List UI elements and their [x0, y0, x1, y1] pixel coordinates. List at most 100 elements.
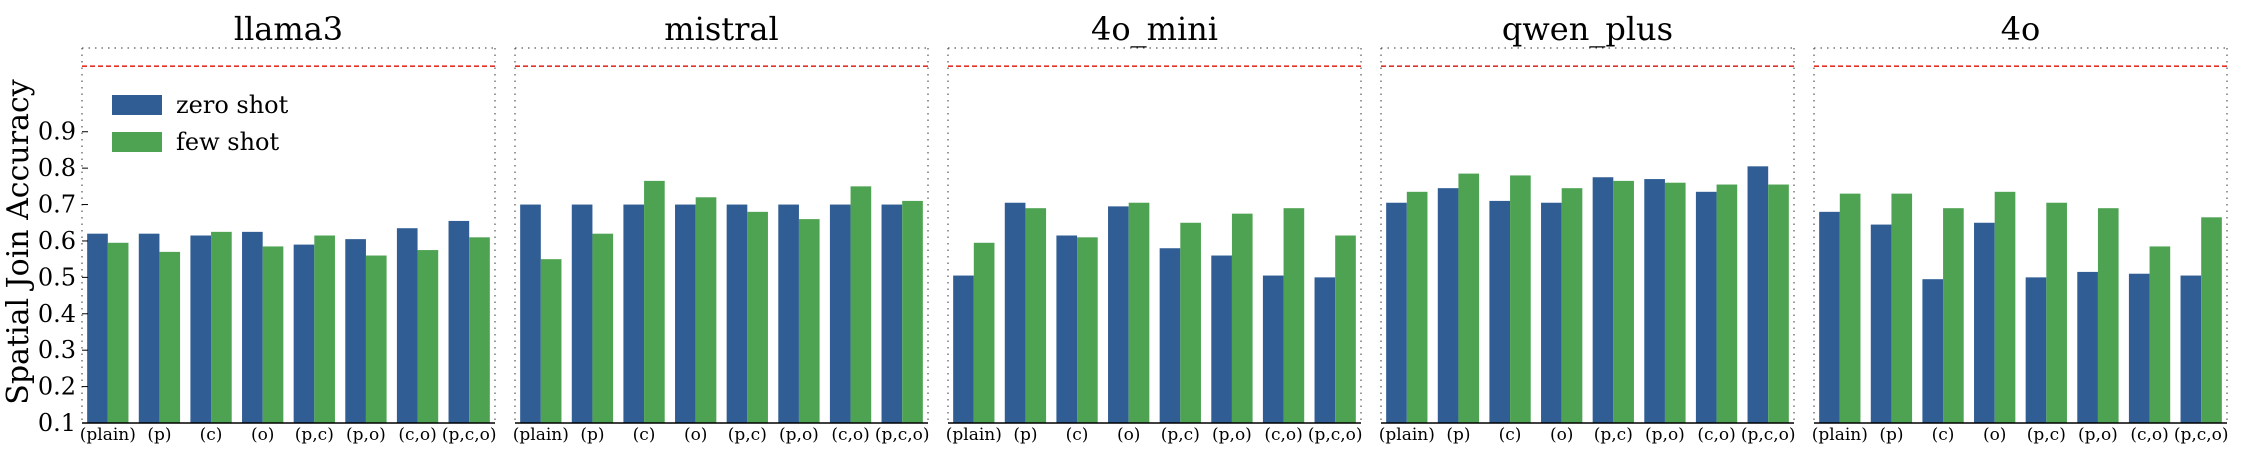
bar-few-shot-(c,o): [1716, 184, 1738, 423]
legend-swatch: [112, 132, 162, 152]
bar-zero-shot-(o): [675, 204, 696, 423]
x-tick-label: (c): [1499, 425, 1522, 445]
bar-few-shot-(p): [1891, 193, 1913, 423]
bar-zero-shot-(plain): [1819, 211, 1840, 423]
bar-zero-shot-(p,o): [345, 239, 366, 423]
panel-title: 4o_mini: [1091, 10, 1218, 48]
x-tick-label: (c,o): [831, 425, 869, 445]
bar-few-shot-(o): [262, 246, 284, 423]
bar-few-shot-(p): [1458, 173, 1480, 423]
x-tick-label: (c): [1932, 425, 1955, 445]
bar-zero-shot-(p,c): [1592, 177, 1614, 423]
x-tick-label: (plain): [1379, 425, 1435, 445]
bar-zero-shot-(p,o): [778, 204, 799, 423]
y-axis-label: Spatial Join Accuracy: [1, 79, 36, 404]
bar-zero-shot-(c,o): [396, 228, 418, 423]
bar-few-shot-(p,c,o): [1768, 184, 1789, 423]
bar-few-shot-(p): [1025, 208, 1047, 423]
bar-few-shot-(p,o): [798, 219, 820, 423]
x-tick-label: (c,o): [1697, 425, 1735, 445]
bar-few-shot-(p,c): [314, 235, 335, 423]
bar-few-shot-(o): [1128, 202, 1150, 423]
bar-zero-shot-(c): [190, 235, 212, 423]
bar-zero-shot-(p,o): [1644, 179, 1665, 423]
x-tick-label: (p,o): [779, 425, 819, 445]
legend-label: zero shot: [176, 91, 289, 119]
x-tick-label: (p,c): [1594, 425, 1633, 445]
bar-few-shot-(p,o): [2097, 208, 2119, 423]
x-tick-label: (p,c): [2027, 425, 2066, 445]
bar-few-shot-(c): [644, 180, 665, 423]
bar-zero-shot-(o): [1541, 202, 1562, 423]
panel-title: 4o: [2001, 10, 2041, 48]
bar-few-shot-(plain): [1839, 193, 1861, 423]
bar-few-shot-(c,o): [2149, 246, 2171, 423]
x-tick-label: (p,o): [346, 425, 386, 445]
bar-zero-shot-(o): [242, 231, 263, 423]
bar-zero-shot-(c,o): [829, 204, 851, 423]
bar-few-shot-(c): [1077, 237, 1098, 423]
bar-zero-shot-(c): [1489, 200, 1511, 423]
x-tick-label: (plain): [1812, 425, 1868, 445]
panel-mistral: mistral (plain) (p) (c) (o) (p,c) (p,o) (c,o) (p…: [513, 10, 930, 445]
bar-few-shot-(p,c,o): [469, 237, 490, 423]
bar-zero-shot-(p,c,o): [448, 220, 470, 423]
bar-few-shot-(c): [1943, 208, 1964, 423]
x-tick-label: (plain): [946, 425, 1002, 445]
y-tick-label: 0.9: [38, 118, 76, 146]
bar-few-shot-(p): [159, 251, 181, 423]
x-tick-label: (p): [1013, 425, 1037, 445]
panel-qwen_plus: qwen_plus (plain) (p) (c) (o) (p,c) (p,o) (c,o)…: [1379, 10, 1796, 445]
panel-4o_mini: 4o_mini (plain) (p) (c) (o) (p,c) (p,o) (c,o) (p…: [946, 10, 1363, 445]
x-tick-label: (p,o): [2078, 425, 2118, 445]
bar-zero-shot-(plain): [1386, 202, 1407, 423]
x-tick-label: (c,o): [398, 425, 436, 445]
x-tick-label: (c,o): [2130, 425, 2168, 445]
bar-few-shot-(p,c,o): [902, 200, 923, 423]
bar-zero-shot-(c,o): [2128, 273, 2150, 423]
bar-few-shot-(c): [1510, 175, 1531, 423]
bar-zero-shot-(p): [138, 233, 160, 423]
x-tick-label: (o): [1983, 425, 2007, 445]
bar-few-shot-(c,o): [850, 186, 872, 423]
bar-few-shot-(plain): [973, 242, 995, 423]
x-tick-label: (o): [1550, 425, 1574, 445]
bar-zero-shot-(p,c,o): [881, 204, 903, 423]
bar-few-shot-(o): [695, 197, 717, 423]
y-tick-label: 0.8: [38, 154, 76, 182]
legend-label: few shot: [176, 128, 279, 156]
panel-4o: 4o (plain) (p) (c) (o) (p,c) (p,o) (c,o) (p,c,o): [1812, 10, 2229, 445]
y-tick-label: 0.4: [38, 300, 76, 328]
x-tick-label: (p,c,o): [1741, 425, 1796, 445]
bar-zero-shot-(plain): [87, 233, 108, 423]
legend-swatch: [112, 95, 162, 115]
y-tick-label: 0.5: [38, 263, 76, 291]
bar-zero-shot-(c): [623, 204, 645, 423]
y-tick-label: 0.6: [38, 227, 76, 255]
chart-panels: llama3 (plain) (p) (c) (o) (p,c) (p,o) (c,o) (p,…: [38, 10, 2229, 445]
bar-few-shot-(c): [211, 231, 232, 423]
bar-zero-shot-(c,o): [1262, 275, 1284, 423]
bar-zero-shot-(p): [1870, 224, 1892, 423]
x-tick-label: (p,c,o): [2174, 425, 2229, 445]
x-tick-label: (p,o): [1645, 425, 1685, 445]
bar-few-shot-(p,c,o): [2201, 217, 2222, 423]
bar-zero-shot-(c): [1056, 235, 1078, 423]
x-tick-label: (c,o): [1264, 425, 1302, 445]
bar-zero-shot-(o): [1108, 206, 1129, 423]
bar-few-shot-(c,o): [1283, 208, 1305, 423]
bar-zero-shot-(p,c): [293, 244, 315, 423]
bar-few-shot-(p,o): [365, 255, 387, 423]
bar-few-shot-(plain): [540, 259, 562, 423]
y-tick-label: 0.3: [38, 336, 76, 364]
x-tick-label: (p): [1879, 425, 1903, 445]
legend: zero shot few shot: [112, 91, 289, 156]
bar-few-shot-(o): [1994, 191, 2016, 423]
bar-zero-shot-(p,c): [2025, 277, 2047, 423]
x-tick-label: (c): [200, 425, 223, 445]
x-tick-label: (p,c,o): [442, 425, 497, 445]
x-tick-label: (o): [1117, 425, 1141, 445]
bar-zero-shot-(c): [1922, 279, 1944, 423]
x-tick-label: (p,c,o): [1308, 425, 1363, 445]
